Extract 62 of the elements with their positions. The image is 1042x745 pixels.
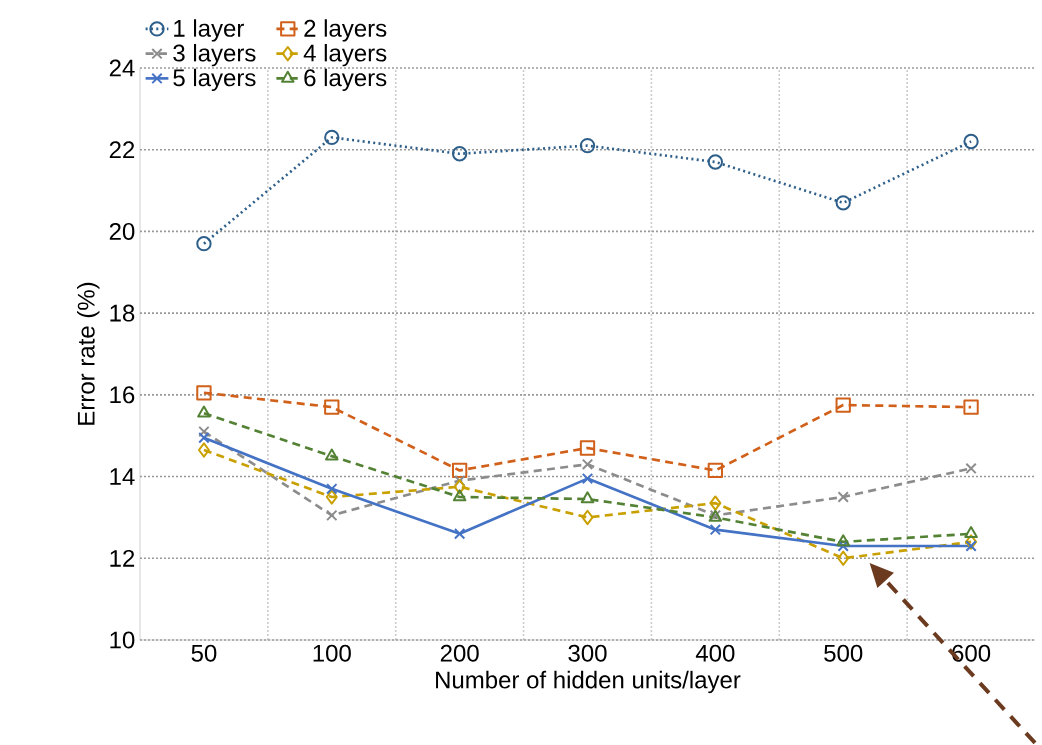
point <box>453 528 466 540</box>
point <box>324 129 340 146</box>
point <box>581 509 594 526</box>
point <box>326 483 338 495</box>
y-tick-label: 24 <box>109 59 135 77</box>
point <box>197 405 211 418</box>
y-tick-label: 20 <box>109 222 135 240</box>
point <box>581 458 594 471</box>
point <box>451 146 468 162</box>
point <box>965 534 978 550</box>
point <box>964 526 978 539</box>
x-tick-label: 400 <box>695 644 735 662</box>
legend-label: 3 layers <box>173 43 256 67</box>
legend-label: 4 layers <box>303 43 387 67</box>
x-tick-label: 300 <box>568 644 607 662</box>
point <box>325 448 339 461</box>
y-axis-title: Error rate (%) <box>77 282 100 425</box>
y-tick-label: 10 <box>110 631 135 649</box>
point <box>709 523 722 536</box>
point <box>837 550 850 566</box>
y-tick-label: 16 <box>110 386 135 404</box>
legend-label: 2 layers <box>304 19 387 42</box>
y-tick-label: 12 <box>110 549 135 567</box>
point <box>579 137 596 154</box>
point <box>963 399 979 415</box>
x-tick-label: 500 <box>824 644 863 662</box>
point <box>196 385 212 401</box>
legend-label: 5 layers <box>173 68 256 92</box>
point <box>837 491 849 503</box>
point <box>451 462 468 479</box>
y-tick-label: 14 <box>110 468 135 485</box>
point <box>837 540 849 552</box>
y-tick-label: 18 <box>110 304 135 322</box>
legend-label: 1 layer <box>174 19 244 42</box>
x-tick-label: 100 <box>313 644 351 662</box>
y-tick-label: 22 <box>109 141 135 159</box>
x-tick-label: 50 <box>191 644 217 662</box>
point <box>965 540 977 552</box>
point <box>453 479 466 495</box>
legend-label: 6 layers <box>304 68 387 92</box>
point <box>835 397 851 413</box>
point <box>963 133 979 150</box>
point <box>196 236 212 252</box>
point <box>707 154 724 170</box>
point <box>579 440 596 456</box>
point <box>452 489 467 502</box>
point <box>709 495 722 511</box>
point <box>707 462 724 479</box>
point <box>197 442 210 458</box>
point <box>198 425 210 438</box>
point <box>836 534 850 547</box>
x-axis-title: Number of hidden units/layer <box>436 670 741 694</box>
x-tick-label: 200 <box>440 644 479 662</box>
x-tick-label: 600 <box>952 644 991 662</box>
point <box>581 472 594 485</box>
point <box>198 432 210 444</box>
point <box>324 399 340 415</box>
point <box>835 195 851 211</box>
point <box>580 491 595 504</box>
point <box>325 489 338 505</box>
point <box>326 509 338 522</box>
point <box>965 462 977 475</box>
